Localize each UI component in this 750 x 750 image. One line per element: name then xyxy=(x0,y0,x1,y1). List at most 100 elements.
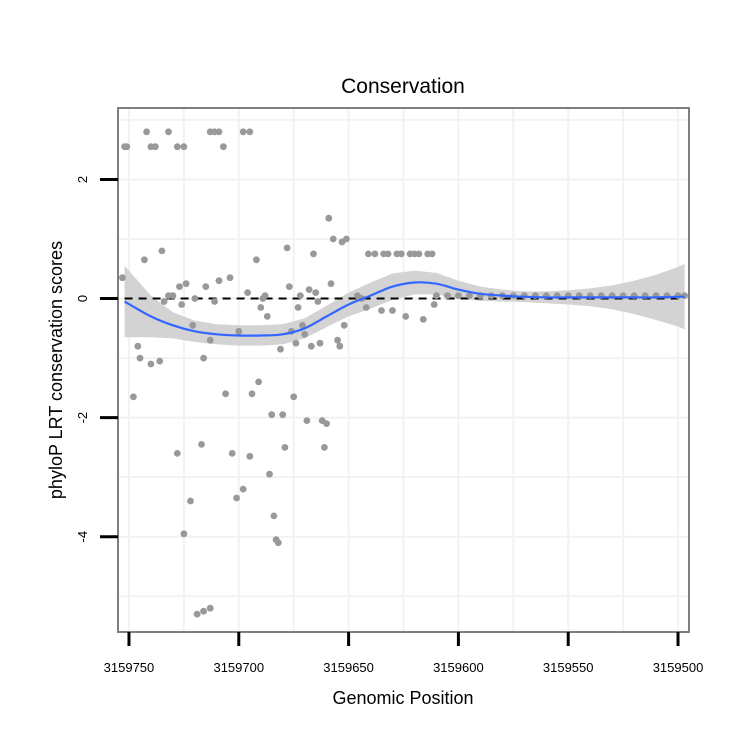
x-axis-ticks: 3159750 3159700 3159650 3159600 3159550 31595… xyxy=(104,632,704,675)
data-point xyxy=(310,250,317,258)
data-point xyxy=(160,298,168,305)
data-point xyxy=(165,128,172,136)
data-point xyxy=(274,539,282,547)
data-point xyxy=(233,494,241,502)
data-point xyxy=(305,286,313,293)
data-point xyxy=(290,393,298,401)
data-point xyxy=(466,292,473,299)
x-axis-label: Genomic Position xyxy=(332,688,473,708)
data-point xyxy=(428,250,436,258)
data-point xyxy=(303,417,311,424)
data-point xyxy=(444,292,451,299)
data-point xyxy=(283,244,291,252)
data-point xyxy=(415,250,423,258)
data-point xyxy=(156,357,164,365)
data-point xyxy=(674,292,682,299)
data-point xyxy=(327,280,335,288)
data-point xyxy=(270,512,278,520)
data-point xyxy=(200,607,208,615)
data-point xyxy=(389,307,396,314)
data-point xyxy=(239,485,247,493)
confidence-ribbon-layer xyxy=(124,264,685,346)
data-point xyxy=(147,360,155,368)
data-point xyxy=(294,304,302,311)
data-point xyxy=(176,283,183,290)
data-point xyxy=(279,411,287,419)
data-point xyxy=(134,342,142,350)
data-point xyxy=(323,420,330,427)
data-point xyxy=(430,301,438,308)
data-point xyxy=(285,283,293,290)
data-point xyxy=(189,321,197,329)
data-point xyxy=(378,307,385,314)
data-point xyxy=(119,274,126,282)
data-point xyxy=(193,610,201,618)
data-point xyxy=(321,444,328,451)
smooth-curve xyxy=(124,281,685,337)
data-point xyxy=(158,247,166,255)
data-point xyxy=(143,128,151,136)
data-point xyxy=(226,274,234,282)
data-point xyxy=(455,292,462,299)
data-point xyxy=(246,452,254,460)
data-point xyxy=(202,283,210,290)
x-tick-label: 3159600 xyxy=(433,660,484,675)
data-point xyxy=(123,143,131,151)
data-point xyxy=(397,250,405,258)
data-point xyxy=(228,450,236,457)
data-point xyxy=(239,128,247,136)
data-point xyxy=(257,304,265,311)
data-point xyxy=(220,143,227,151)
data-point xyxy=(268,411,276,419)
data-point xyxy=(169,292,177,299)
data-point xyxy=(277,345,284,353)
data-point xyxy=(266,470,273,478)
data-point xyxy=(141,256,148,264)
plot-frame xyxy=(117,107,690,633)
data-point xyxy=(261,292,269,299)
data-point xyxy=(211,298,219,305)
data-point xyxy=(206,336,214,344)
y-tick-label: 0 xyxy=(75,295,90,302)
data-point xyxy=(402,313,410,320)
data-point xyxy=(222,390,230,398)
data-point xyxy=(136,354,144,362)
x-tick-label: 3159500 xyxy=(653,660,704,675)
data-point xyxy=(292,339,300,347)
data-point xyxy=(130,393,137,401)
data-point xyxy=(325,214,333,222)
data-point xyxy=(307,342,315,350)
data-point xyxy=(198,441,205,448)
data-point xyxy=(263,313,271,320)
data-point xyxy=(244,289,252,296)
data-point xyxy=(178,301,186,308)
data-point xyxy=(371,250,379,258)
data-point xyxy=(191,295,199,302)
data-point xyxy=(215,277,223,285)
data-point xyxy=(200,354,208,362)
data-point xyxy=(246,128,254,136)
data-point xyxy=(235,327,243,335)
data-point xyxy=(248,390,256,398)
y-tick-label: 2 xyxy=(75,176,90,183)
y-axis-label: phyloP LRT conservation scores xyxy=(46,241,66,499)
data-point xyxy=(336,342,344,350)
data-point xyxy=(312,289,320,296)
data-point xyxy=(299,321,306,329)
data-point xyxy=(187,497,194,505)
grid-lines xyxy=(118,108,689,632)
x-tick-label: 3159700 xyxy=(213,660,264,675)
data-point xyxy=(681,292,688,299)
data-point xyxy=(151,143,159,151)
data-point xyxy=(314,298,322,305)
data-point xyxy=(334,336,341,344)
data-point xyxy=(384,250,392,258)
y-axis-ticks: 2 0 -2 -4 xyxy=(75,176,118,543)
data-point xyxy=(365,250,372,258)
data-point xyxy=(362,304,370,311)
y-tick-label: -4 xyxy=(75,531,90,543)
data-point xyxy=(281,444,289,451)
chart-title: Conservation xyxy=(341,75,465,98)
data-point xyxy=(433,292,440,299)
